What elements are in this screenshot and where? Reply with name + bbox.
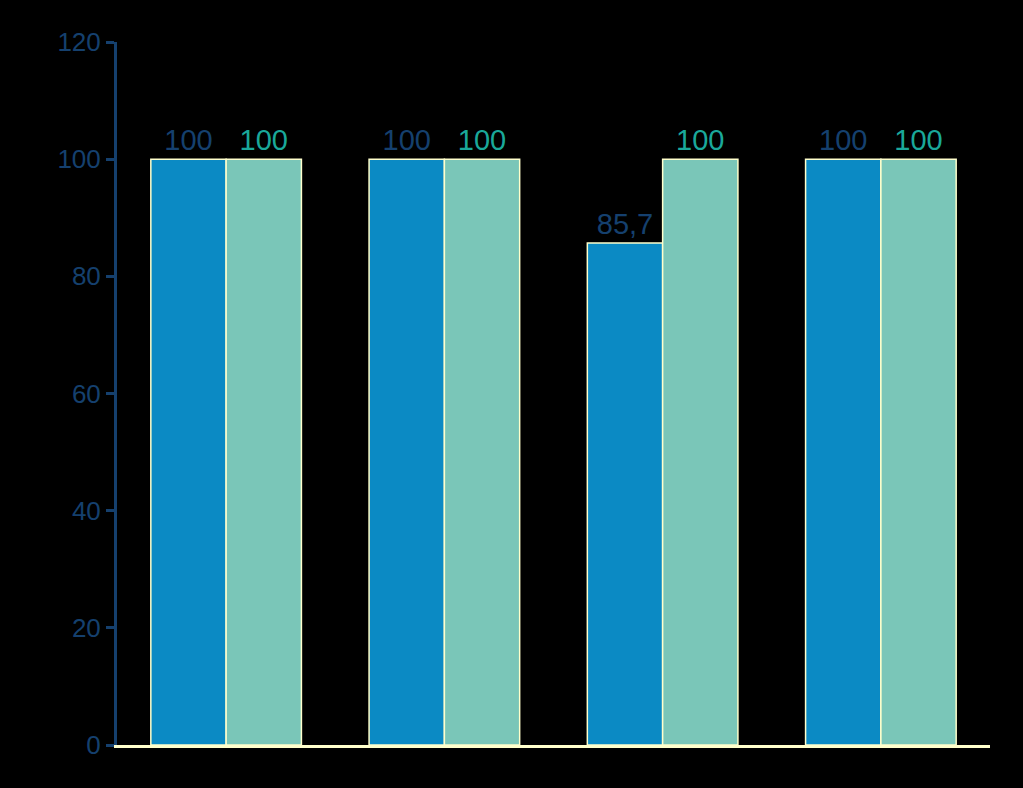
svg-text:100: 100: [383, 124, 431, 156]
svg-text:100: 100: [676, 124, 724, 156]
svg-text:100: 100: [240, 124, 288, 156]
svg-text:100: 100: [57, 144, 100, 174]
svg-text:40: 40: [72, 496, 101, 526]
svg-text:0: 0: [86, 730, 100, 760]
svg-text:85,7: 85,7: [597, 208, 653, 240]
svg-text:100: 100: [819, 124, 867, 156]
svg-text:20: 20: [72, 613, 101, 643]
svg-text:120: 120: [57, 27, 100, 57]
svg-text:100: 100: [164, 124, 212, 156]
svg-text:100: 100: [894, 124, 942, 156]
svg-text:80: 80: [72, 261, 101, 291]
svg-text:60: 60: [72, 379, 101, 409]
svg-text:100: 100: [458, 124, 506, 156]
